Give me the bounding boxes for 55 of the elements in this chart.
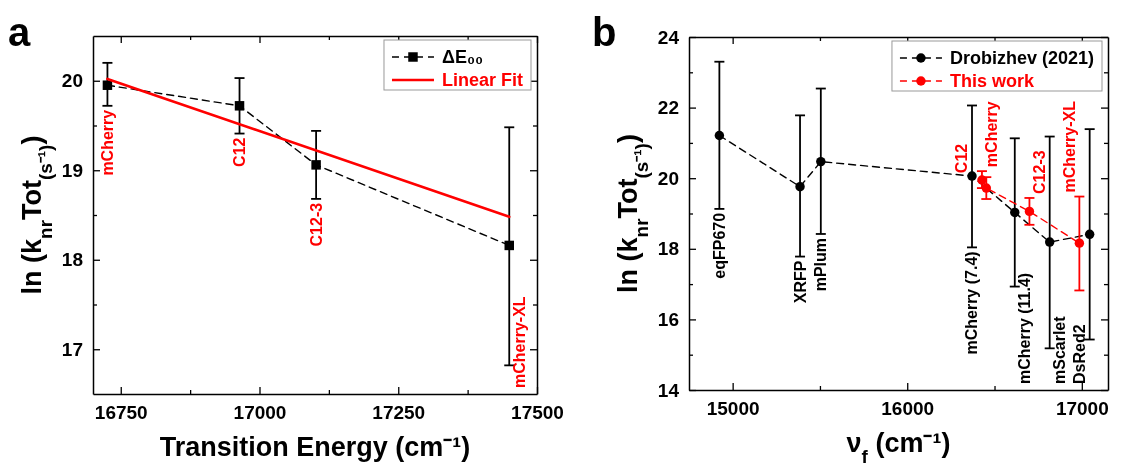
- point: [816, 156, 826, 167]
- chart-title: a: [8, 10, 31, 54]
- x-tick-label: 17250: [372, 402, 426, 424]
- point: [102, 80, 113, 90]
- point: [311, 160, 321, 170]
- annotation: DsRed2: [1071, 324, 1089, 384]
- annotation: C12-3: [307, 202, 325, 247]
- annotation: XRFP: [791, 260, 809, 304]
- annotation: mPlum: [812, 237, 830, 292]
- x-tick-label: 16000: [881, 398, 935, 420]
- point: [714, 130, 725, 141]
- x-tick-label: 17000: [233, 402, 287, 424]
- y-tick-label: 24: [657, 26, 680, 48]
- y-tick-label: 16: [657, 308, 679, 330]
- point: [1044, 237, 1055, 247]
- x-axis-title: Transition Energy (cm⁻¹): [159, 432, 471, 462]
- point: [967, 171, 977, 181]
- y-tick-label: 19: [61, 159, 83, 181]
- annotation: mCherry-XL: [1060, 100, 1078, 193]
- annotation: mCherry: [98, 109, 116, 176]
- annotation: eqFP670: [710, 212, 728, 279]
- y-tick-label: 14: [657, 379, 680, 401]
- legend-label: This work: [949, 71, 1035, 91]
- point: [1024, 206, 1035, 217]
- point: [504, 240, 514, 251]
- legend-label: Linear Fit: [441, 70, 523, 90]
- annotation: mCherry-XL: [510, 296, 528, 388]
- y-tick-label: 18: [61, 249, 83, 271]
- annotation: mScarlet: [1051, 315, 1069, 384]
- point: [977, 175, 987, 185]
- legend-label: Drobizhev (2021): [949, 48, 1094, 68]
- point: [1074, 238, 1085, 248]
- annotation: C12: [231, 137, 249, 167]
- legend-label: ΔE₀₀: [441, 47, 484, 67]
- x-tick-label: 17500: [511, 402, 564, 424]
- y-tick-label: 18: [657, 238, 679, 260]
- point: [1084, 229, 1095, 240]
- y-tick-label: 20: [657, 167, 679, 189]
- x-tick-label: 17000: [1055, 398, 1109, 420]
- x-axis-title: ν$_{f}$ (cm⁻¹): [846, 428, 951, 466]
- point: [981, 183, 992, 193]
- y-tick-label: 22: [657, 97, 679, 119]
- point: [234, 101, 245, 111]
- x-tick-label: 16750: [94, 402, 148, 424]
- x-tick-label: 15000: [706, 398, 760, 420]
- point: [795, 181, 805, 192]
- y-tick-label: 17: [61, 338, 83, 360]
- annotation: mCherry (7.4): [963, 251, 981, 355]
- annotation: C12: [952, 143, 970, 174]
- chart-title: b: [592, 10, 617, 54]
- annotation: C12-3: [1030, 150, 1048, 194]
- annotation: mCherry: [983, 101, 1001, 168]
- annotation: mCherry (11.4): [1016, 272, 1034, 384]
- y-tick-label: 20: [61, 70, 83, 92]
- point: [1010, 207, 1020, 218]
